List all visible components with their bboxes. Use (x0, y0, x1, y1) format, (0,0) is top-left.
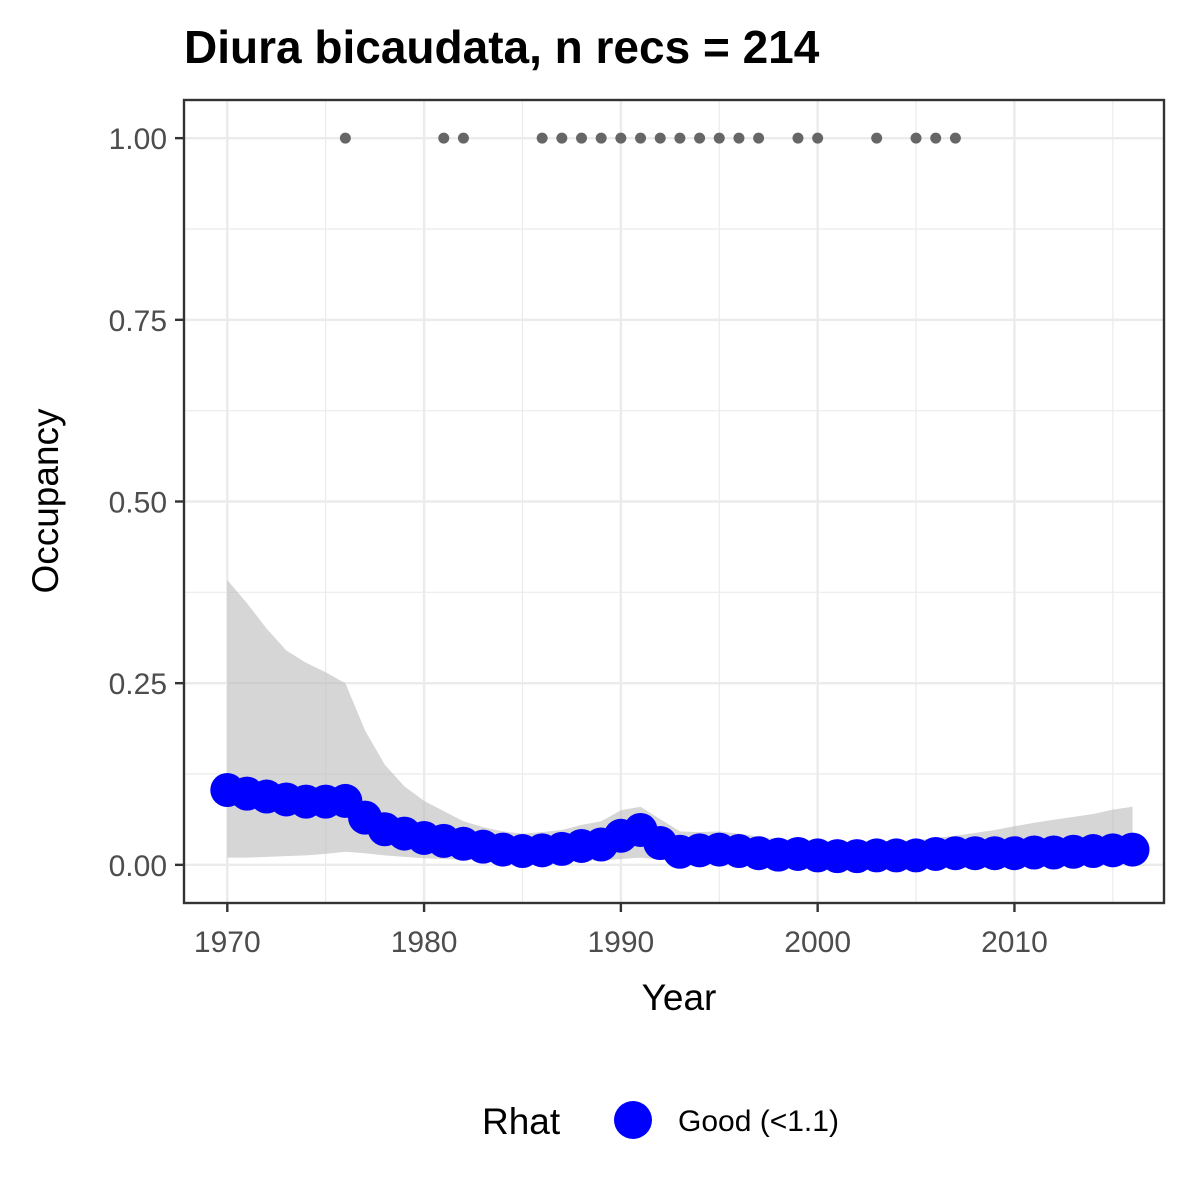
y-tick-label: 0.75 (109, 305, 167, 338)
record-point (595, 132, 607, 144)
record-point (910, 132, 922, 144)
record-point (576, 132, 588, 144)
record-point (812, 132, 824, 144)
record-point (438, 132, 450, 144)
x-axis: 1970 1980 1990 2000 2010 (194, 903, 1048, 959)
legend-key-good (614, 1101, 652, 1139)
y-tick-label: 0.50 (109, 487, 167, 520)
record-point (753, 132, 765, 144)
record-point (930, 132, 942, 144)
record-point (536, 132, 548, 144)
record-point (635, 132, 647, 144)
y-tick-label: 0.25 (109, 668, 167, 701)
record-point (339, 132, 351, 144)
y-axis: 0.00 0.25 0.50 0.75 1.00 (109, 123, 184, 883)
record-point (457, 132, 469, 144)
record-point (792, 132, 804, 144)
record-point (556, 132, 568, 144)
y-axis-title: Occupancy (25, 408, 66, 594)
x-tick-label: 1970 (194, 926, 261, 959)
occupancy-series-layer (210, 772, 1150, 874)
x-tick-label: 1980 (391, 926, 458, 959)
legend: Rhat Good (<1.1) (482, 1101, 839, 1142)
chart-title: Diura bicaudata, n recs = 214 (184, 21, 820, 73)
y-tick-label: 1.00 (109, 123, 167, 156)
y-tick-label: 0.00 (109, 850, 167, 883)
record-point (694, 132, 706, 144)
record-points-layer (339, 132, 961, 144)
record-point (615, 132, 627, 144)
confidence-ribbon (227, 580, 1133, 864)
record-point (654, 132, 666, 144)
x-tick-label: 1990 (587, 926, 654, 959)
record-point (674, 132, 686, 144)
record-point (713, 132, 725, 144)
occupancy-point (1115, 832, 1150, 867)
x-axis-title: Year (642, 977, 717, 1018)
record-point (949, 132, 961, 144)
x-tick-label: 2010 (981, 926, 1048, 959)
legend-title: Rhat (482, 1101, 561, 1142)
legend-label-good: Good (<1.1) (678, 1105, 839, 1138)
confidence-ribbon-layer (227, 580, 1133, 864)
record-point (871, 132, 883, 144)
x-tick-label: 2000 (784, 926, 851, 959)
record-point (733, 132, 745, 144)
